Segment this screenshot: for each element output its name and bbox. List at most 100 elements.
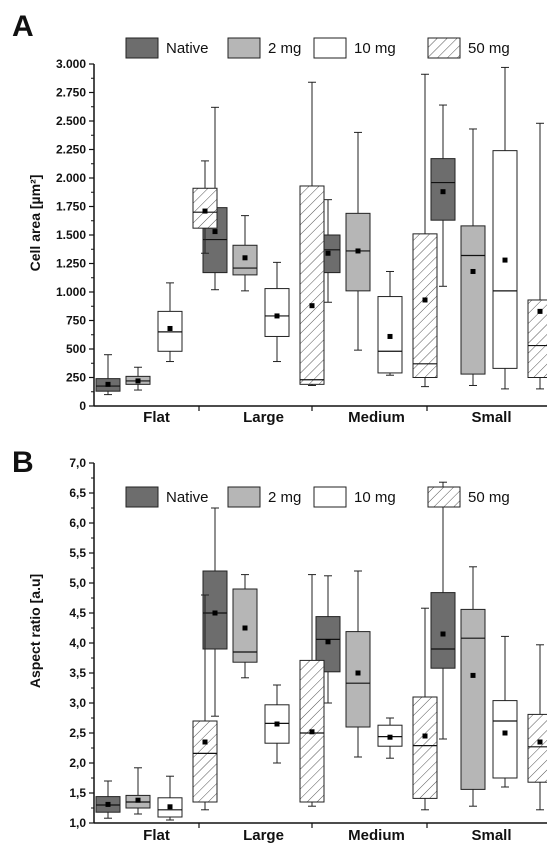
- y-axis-label: Cell area [µm²]: [27, 175, 43, 272]
- mean-marker: [387, 333, 393, 339]
- box-native-small: [430, 481, 456, 740]
- panel-a: A 0 250 500 750 1.000 1.250 1.500 1.750 2.000 2.25…: [12, 10, 547, 426]
- legend-swatch: [227, 486, 261, 508]
- legend-label: Native: [166, 489, 209, 506]
- panel-letter: A: [12, 10, 34, 43]
- y-axis-label: Aspect ratio [a.u]: [27, 574, 43, 688]
- legend-item-50-mg: 50 mg: [427, 486, 510, 508]
- iqr-box: [412, 696, 438, 799]
- iqr-box: [192, 720, 218, 803]
- y-tick-label: 3.000: [56, 57, 86, 71]
- y-tick-label: 2,5: [69, 726, 86, 740]
- y-tick-label: 1.500: [56, 228, 86, 242]
- mean-marker: [309, 729, 315, 735]
- box-50-mg-flat: [192, 160, 218, 254]
- legend-swatch: [227, 37, 261, 59]
- legend-swatch: [313, 486, 347, 508]
- mean-marker: [422, 733, 428, 739]
- box-10-mg-medium: [377, 270, 403, 376]
- box-10-mg-small: [492, 635, 518, 788]
- legend-item-2-mg: 2 mg: [227, 486, 301, 508]
- mean-marker: [440, 189, 446, 195]
- iqr-box: [460, 225, 486, 375]
- y-tick-label: 1.000: [56, 285, 86, 299]
- legend-label: 2 mg: [268, 40, 301, 57]
- y-tick-label: 2.250: [56, 143, 86, 157]
- mean-marker: [470, 672, 476, 678]
- legend-item-50-mg: 50 mg: [427, 37, 510, 59]
- mean-marker: [502, 257, 508, 263]
- category-label-medium: Medium: [348, 409, 405, 426]
- box-native-large: [202, 507, 228, 717]
- y-tick-label: 6,5: [69, 486, 86, 500]
- box-native-flat: [95, 354, 121, 396]
- box-10-mg-large: [264, 261, 290, 363]
- mean-marker: [355, 670, 361, 676]
- legend-label: 2 mg: [268, 489, 301, 506]
- box-2-mg-large: [232, 215, 258, 292]
- legend-item-10-mg: 10 mg: [313, 37, 396, 59]
- box-50-mg-medium: [412, 607, 438, 811]
- y-tick-label: 1,0: [69, 816, 86, 830]
- panel-letter: B: [12, 446, 34, 479]
- y-tick-label: 7,0: [69, 456, 86, 470]
- mean-marker: [242, 255, 248, 261]
- y-tick-label: 0: [79, 399, 86, 413]
- category-label-small: Small: [471, 827, 511, 844]
- y-tick-label: 3,0: [69, 696, 86, 710]
- box-2-mg-large: [232, 574, 258, 679]
- mean-marker: [135, 378, 141, 384]
- box-10-mg-small: [492, 66, 518, 390]
- y-tick-label: 2.750: [56, 86, 86, 100]
- legend-label: Native: [166, 40, 209, 57]
- iqr-box: [460, 608, 486, 790]
- mean-marker: [105, 801, 111, 807]
- box-50-mg-small: [527, 644, 547, 811]
- mean-marker: [470, 268, 476, 274]
- box-10-mg-large: [264, 684, 290, 764]
- iqr-box: [527, 713, 547, 783]
- y-tick-label: 3,5: [69, 666, 86, 680]
- iqr-box: [412, 233, 438, 378]
- legend-label: 10 mg: [354, 489, 396, 506]
- category-label-large: Large: [243, 409, 284, 426]
- box-50-mg-large: [299, 574, 325, 807]
- category-label-flat: Flat: [143, 409, 170, 426]
- y-tick-label: 1.750: [56, 200, 86, 214]
- box-50-mg-medium: [412, 73, 438, 388]
- mean-marker: [537, 308, 543, 314]
- y-tick-label: 500: [66, 342, 86, 356]
- mean-marker: [212, 610, 218, 616]
- iqr-box: [192, 187, 218, 229]
- mean-marker: [202, 739, 208, 745]
- y-tick-label: 6,0: [69, 516, 86, 530]
- y-tick-label: 250: [66, 371, 86, 385]
- legend-item-10-mg: 10 mg: [313, 486, 396, 508]
- mean-marker: [422, 297, 428, 303]
- legend-item-native: Native: [125, 486, 209, 508]
- box-10-mg-flat: [157, 775, 183, 821]
- category-label-small: Small: [471, 409, 511, 426]
- box-2-mg-flat: [125, 366, 151, 391]
- mean-marker: [212, 229, 218, 235]
- mean-marker: [242, 625, 248, 631]
- y-tick-label: 1.250: [56, 257, 86, 271]
- box-native-small: [430, 104, 456, 287]
- legend-label: 50 mg: [468, 40, 510, 57]
- mean-marker: [355, 248, 361, 254]
- mean-marker: [325, 639, 331, 645]
- category-label-flat: Flat: [143, 827, 170, 844]
- y-tick-label: 2.000: [56, 171, 86, 185]
- legend-item-native: Native: [125, 37, 209, 59]
- legend-swatch: [125, 486, 159, 508]
- mean-marker: [274, 721, 280, 727]
- iqr-box: [430, 592, 456, 669]
- y-tick-label: 5,5: [69, 546, 86, 560]
- box-native-flat: [95, 780, 121, 819]
- mean-marker: [537, 739, 543, 745]
- legend-label: 10 mg: [354, 40, 396, 57]
- mean-marker: [502, 730, 508, 736]
- y-tick-label: 2.500: [56, 114, 86, 128]
- mean-marker: [167, 325, 173, 331]
